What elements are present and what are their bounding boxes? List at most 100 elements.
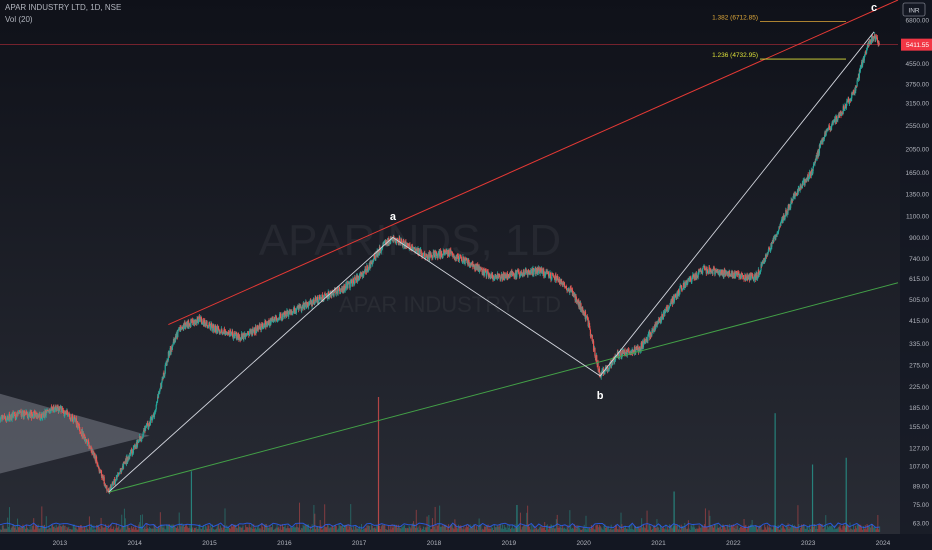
candle-body <box>724 269 726 271</box>
volume-bar <box>766 525 768 532</box>
volume-bar <box>142 529 144 532</box>
volume-bar <box>731 526 733 532</box>
volume-bar <box>246 527 248 532</box>
candle-body <box>228 334 231 335</box>
candle-body <box>111 484 113 488</box>
volume-bar <box>455 524 457 532</box>
candle-body <box>214 327 216 331</box>
candle-body <box>484 269 486 272</box>
candle-body <box>11 414 13 420</box>
volume-bar <box>353 529 355 532</box>
volume-bar <box>374 527 376 532</box>
candle-body <box>590 334 592 338</box>
candle-body <box>672 297 674 305</box>
candle-body <box>283 313 285 315</box>
volume-bar <box>132 526 134 532</box>
candle-body <box>423 254 425 256</box>
candle-body <box>24 411 26 415</box>
volume-bar <box>572 528 574 532</box>
candle-body <box>227 332 230 334</box>
candle-body <box>495 276 497 278</box>
volume-bar <box>236 527 238 532</box>
candle-body <box>869 42 871 44</box>
volume-bar <box>583 524 585 532</box>
candle-body <box>800 185 802 188</box>
volume-bar <box>415 509 417 532</box>
volume-bar <box>292 526 294 532</box>
symbol-title[interactable]: APAR INDUSTRY LTD, 1D, NSE <box>5 3 122 12</box>
volume-bar <box>473 524 475 532</box>
candle-body <box>866 48 868 51</box>
volume-bar <box>604 524 606 532</box>
volume-bar <box>622 529 624 532</box>
volume-bar <box>134 525 136 532</box>
volume-bar <box>825 515 827 532</box>
volume-bar <box>70 529 72 532</box>
y-tick-label: 225.00 <box>909 384 929 391</box>
volume-bar <box>645 524 647 532</box>
candles <box>0 32 880 495</box>
candle-body <box>319 299 321 301</box>
candle-body <box>363 270 366 272</box>
volume-bar <box>612 528 614 532</box>
candle-body <box>741 273 743 274</box>
candle-body <box>548 274 550 277</box>
candle-body <box>119 468 121 473</box>
candle-body <box>124 461 126 464</box>
candle-body <box>130 449 133 451</box>
candle-body <box>104 484 107 488</box>
candle-body <box>110 486 112 489</box>
candle-body <box>561 281 563 282</box>
candle-body <box>259 324 261 327</box>
volume-bar <box>358 528 360 532</box>
candle-body <box>444 254 446 255</box>
y-tick-label: 63.00 <box>913 521 930 528</box>
candle-body <box>40 417 42 419</box>
candle-body <box>650 332 652 337</box>
volume-bar <box>446 529 448 532</box>
volume-bar <box>106 527 108 532</box>
candle-body <box>518 271 520 274</box>
volume-bar <box>104 527 106 532</box>
volume-bar <box>396 527 398 532</box>
candle-body <box>474 269 477 271</box>
volume-bar <box>734 525 736 532</box>
candle-body <box>350 280 352 283</box>
volume-bar <box>627 529 629 532</box>
candle-body <box>42 413 44 419</box>
volume-bar <box>147 528 149 532</box>
volume-bar <box>689 529 691 532</box>
candle-body <box>206 321 208 326</box>
volume-bar <box>792 525 794 532</box>
volume-bar <box>642 524 644 532</box>
volume-bar <box>336 529 338 532</box>
candle-body <box>100 470 102 472</box>
candle-body <box>304 302 306 305</box>
volume-bar <box>121 514 123 532</box>
candle-body <box>761 263 763 266</box>
candle-body <box>531 269 533 274</box>
candle-body <box>691 277 693 279</box>
volume-indicator-label[interactable]: Vol (20) <box>5 15 33 24</box>
candle-body <box>264 321 266 328</box>
volume-bar <box>183 524 185 532</box>
candle-body <box>658 320 661 322</box>
volume-bar <box>496 526 498 532</box>
volume-bar <box>757 529 759 532</box>
candle-body <box>193 320 195 323</box>
candle-body <box>812 163 815 167</box>
candle-body <box>808 177 810 181</box>
candle-body <box>209 324 211 326</box>
volume-bar <box>108 529 110 532</box>
candle-body <box>349 282 351 288</box>
candle-body <box>6 417 8 422</box>
candle-body <box>826 130 828 132</box>
volume-bar <box>585 515 587 532</box>
volume-bar <box>827 527 829 532</box>
volume-bar <box>775 527 777 532</box>
candle-body <box>533 269 535 272</box>
volume-bar <box>493 529 495 532</box>
candle-body <box>158 392 160 394</box>
volume-bar <box>272 529 274 532</box>
